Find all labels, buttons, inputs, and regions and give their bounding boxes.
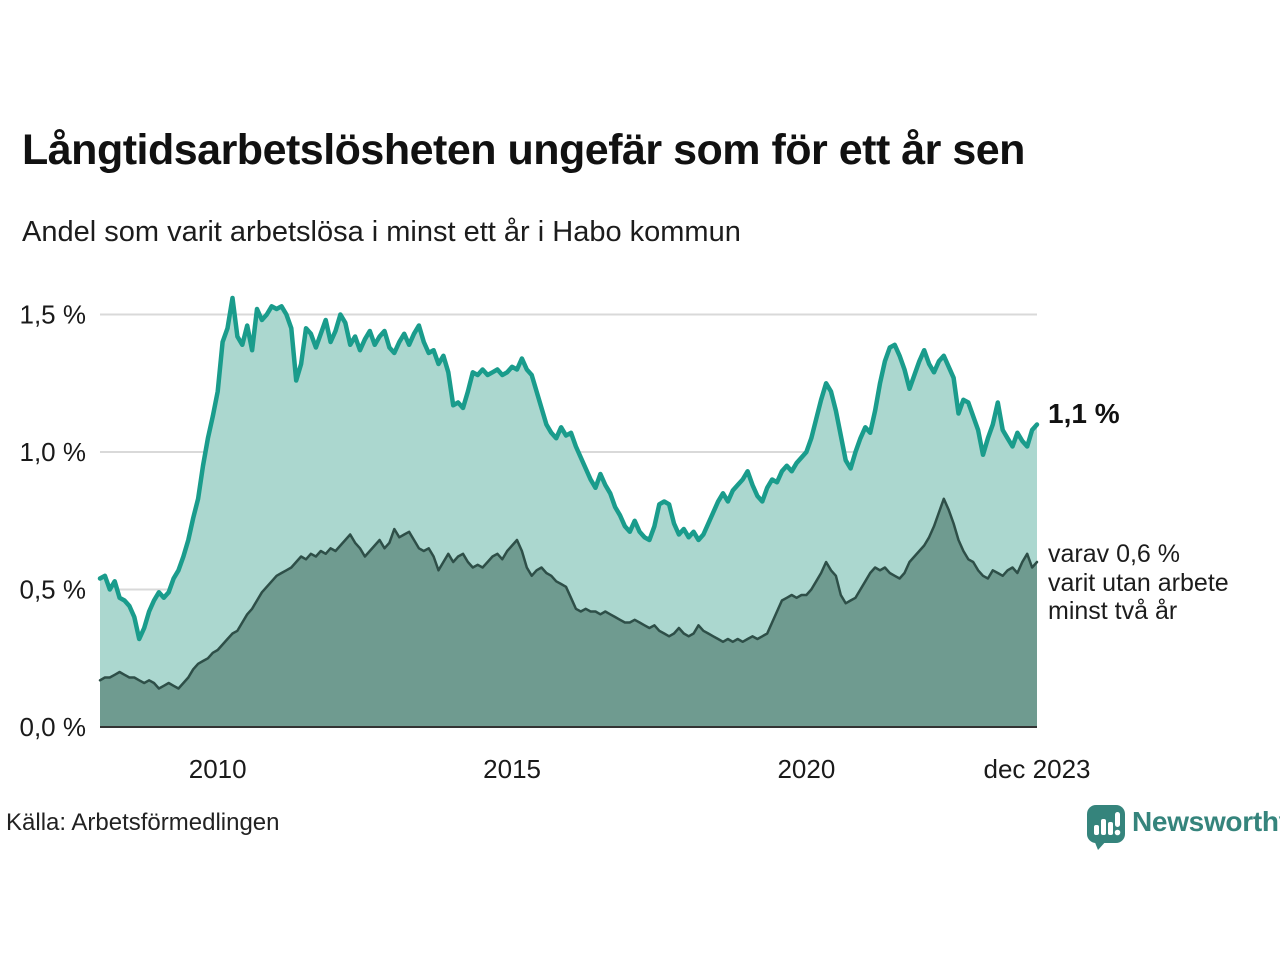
source-credit: Källa: Arbetsförmedlingen xyxy=(6,809,280,836)
brand-logo: Newsworthy xyxy=(1086,804,1280,850)
line-series-2 xyxy=(98,497,1039,690)
series2-end-value-label: varav 0,6 % varit utan arbete minst två … xyxy=(1048,540,1229,626)
page-title: Långtidsarbetslösheten ungefär som för e… xyxy=(22,126,1025,174)
brand-name: Newsworthy xyxy=(1132,806,1280,837)
page-subtitle: Andel som varit arbetslösa i minst ett å… xyxy=(22,216,741,248)
series2-label-line1: varav 0,6 % xyxy=(1048,540,1181,568)
y-axis-tick-label: 1,5 % xyxy=(20,300,87,330)
series2-label-line3: minst två år xyxy=(1048,597,1178,625)
series1-end-value-label: 1,1 % xyxy=(1048,398,1120,429)
x-axis-tick-label: dec 2023 xyxy=(984,754,1091,784)
y-axis-tick-label: 1,0 % xyxy=(20,437,87,467)
y-axis-tick-label: 0,5 % xyxy=(20,575,87,605)
series2-label-line2: varit utan arbete xyxy=(1048,568,1229,597)
newsworthy-speech-bubble-chart-icon xyxy=(1087,805,1125,850)
x-axis-tick-label: 2020 xyxy=(777,754,835,784)
line-series-1 xyxy=(97,295,1040,642)
x-axis-tick-label: 2015 xyxy=(483,754,541,784)
area-fill-series-2 xyxy=(100,498,1037,727)
x-axis-tick-label: 2010 xyxy=(189,754,247,784)
y-axis-tick-label: 0,0 % xyxy=(20,712,87,742)
